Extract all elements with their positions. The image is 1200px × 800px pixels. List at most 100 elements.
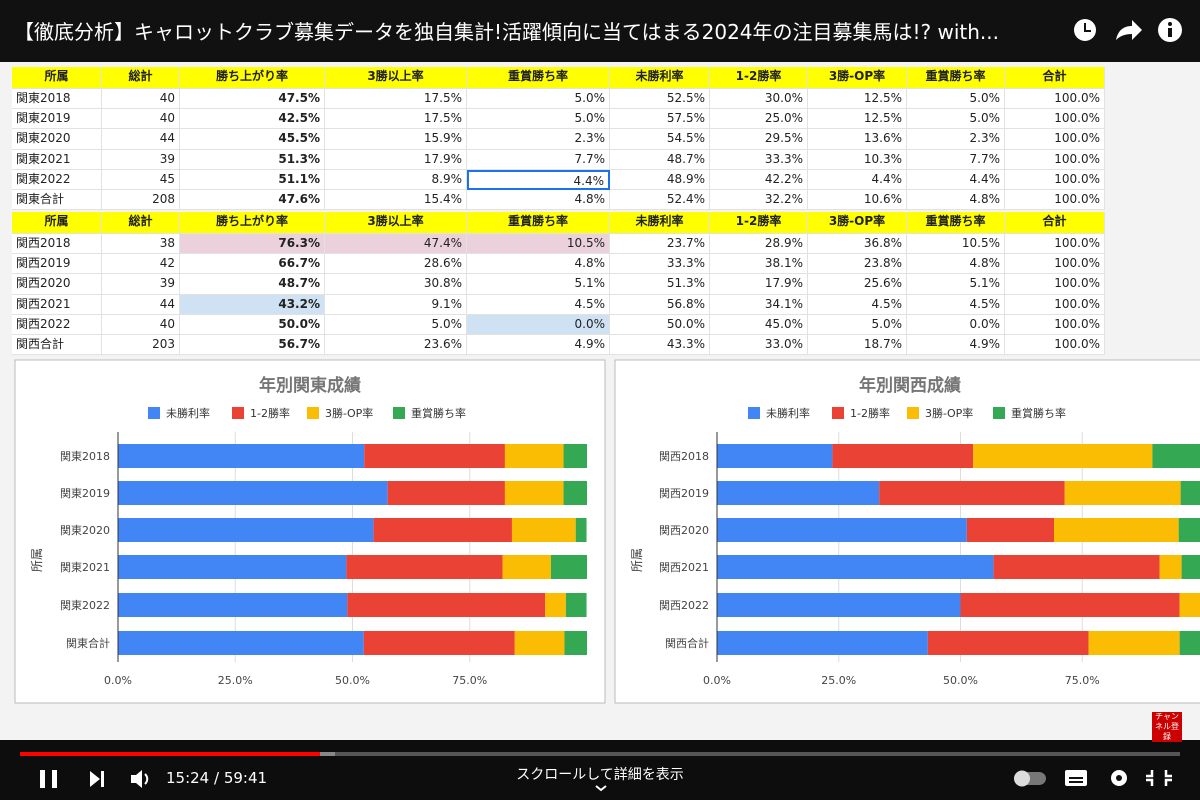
table-cell[interactable]: 4.4% bbox=[808, 169, 907, 190]
table-cell[interactable]: 関東2018 bbox=[12, 89, 102, 110]
table-cell[interactable]: 48.9% bbox=[610, 169, 710, 190]
table-cell[interactable]: 13.6% bbox=[808, 129, 907, 150]
table-cell[interactable]: 10.6% bbox=[808, 190, 907, 211]
table-cell[interactable]: 23.6% bbox=[325, 335, 467, 356]
table-cell[interactable]: 44 bbox=[102, 294, 180, 315]
table-cell[interactable]: 100.0% bbox=[1005, 149, 1105, 170]
table-cell[interactable]: 47.6% bbox=[180, 190, 325, 211]
next-button[interactable] bbox=[90, 771, 104, 787]
table-cell[interactable]: 100.0% bbox=[1005, 335, 1105, 356]
table-cell[interactable]: 15.9% bbox=[325, 129, 467, 150]
table-cell[interactable]: 関東2020 bbox=[12, 129, 102, 150]
table-cell[interactable]: 43.3% bbox=[610, 335, 710, 356]
scroll-hint[interactable]: スクロールして詳細を表示 bbox=[516, 767, 684, 783]
table-cell[interactable]: 4.9% bbox=[907, 335, 1005, 356]
table-cell[interactable]: 100.0% bbox=[1005, 254, 1105, 275]
subtitles-button[interactable] bbox=[1065, 770, 1087, 786]
table-cell[interactable]: 25.6% bbox=[808, 274, 907, 295]
table-cell[interactable]: 45.5% bbox=[180, 129, 325, 150]
table-cell[interactable]: 12.5% bbox=[808, 89, 907, 110]
table-cell[interactable]: 100.0% bbox=[1005, 109, 1105, 130]
header-cell[interactable]: 未勝利率 bbox=[610, 67, 710, 89]
table-cell[interactable]: 66.7% bbox=[180, 254, 325, 275]
subscribe-badge[interactable]: チャンネル登録 bbox=[1152, 712, 1182, 742]
table-cell[interactable]: 76.3% bbox=[180, 234, 325, 255]
table-cell[interactable]: 4.8% bbox=[467, 254, 610, 275]
table-cell[interactable]: 45.0% bbox=[710, 314, 808, 335]
table-cell[interactable]: 47.4% bbox=[325, 234, 467, 255]
info-icon[interactable] bbox=[1158, 18, 1182, 42]
table-cell[interactable]: 36.8% bbox=[808, 234, 907, 255]
table-cell[interactable]: 4.8% bbox=[467, 190, 610, 211]
table-cell[interactable]: 51.3% bbox=[610, 274, 710, 295]
table-cell[interactable]: 48.7% bbox=[610, 149, 710, 170]
table-cell[interactable]: 7.7% bbox=[907, 149, 1005, 170]
header-cell[interactable]: 合計 bbox=[1005, 67, 1105, 89]
table-cell[interactable]: 38.1% bbox=[710, 254, 808, 275]
table-cell[interactable]: 52.5% bbox=[610, 89, 710, 110]
table-cell[interactable]: 33.3% bbox=[710, 149, 808, 170]
header-cell[interactable]: 3勝-OP率 bbox=[808, 212, 907, 234]
table-cell[interactable]: 44 bbox=[102, 129, 180, 150]
table-cell[interactable]: 2.3% bbox=[907, 129, 1005, 150]
table-cell[interactable]: 4.5% bbox=[467, 294, 610, 315]
table-cell[interactable]: 4.9% bbox=[467, 335, 610, 356]
table-cell[interactable]: 45 bbox=[102, 169, 180, 190]
table-cell[interactable]: 8.9% bbox=[325, 169, 467, 190]
table-cell[interactable]: 40 bbox=[102, 89, 180, 110]
table-cell[interactable]: 42 bbox=[102, 254, 180, 275]
table-cell[interactable]: 33.0% bbox=[710, 335, 808, 356]
table-cell[interactable]: 2.3% bbox=[467, 129, 610, 150]
table-cell[interactable]: 25.0% bbox=[710, 109, 808, 130]
table-cell[interactable]: 4.4% bbox=[907, 169, 1005, 190]
table-cell[interactable]: 40 bbox=[102, 314, 180, 335]
table-cell[interactable]: 4.4% bbox=[467, 169, 610, 190]
table-cell[interactable]: 33.3% bbox=[610, 254, 710, 275]
table-cell[interactable]: 100.0% bbox=[1005, 190, 1105, 211]
table-cell[interactable]: 9.1% bbox=[325, 294, 467, 315]
table-cell[interactable]: 関西2022 bbox=[12, 314, 102, 335]
table-cell[interactable]: 56.8% bbox=[610, 294, 710, 315]
table-cell[interactable]: 17.5% bbox=[325, 89, 467, 110]
table-cell[interactable]: 5.0% bbox=[325, 314, 467, 335]
table-cell[interactable]: 17.9% bbox=[325, 149, 467, 170]
table-cell[interactable]: 48.7% bbox=[180, 274, 325, 295]
table-cell[interactable]: 51.1% bbox=[180, 169, 325, 190]
table-cell[interactable]: 57.5% bbox=[610, 109, 710, 130]
table-cell[interactable]: 7.7% bbox=[467, 149, 610, 170]
table-cell[interactable]: 100.0% bbox=[1005, 274, 1105, 295]
table-cell[interactable]: 100.0% bbox=[1005, 294, 1105, 315]
header-cell[interactable]: 1-2勝率 bbox=[710, 212, 808, 234]
table-cell[interactable]: 100.0% bbox=[1005, 169, 1105, 190]
table-cell[interactable]: 0.0% bbox=[907, 314, 1005, 335]
table-cell[interactable]: 30.8% bbox=[325, 274, 467, 295]
table-cell[interactable]: 関西2021 bbox=[12, 294, 102, 315]
table-cell[interactable]: 5.0% bbox=[808, 314, 907, 335]
table-cell[interactable]: 208 bbox=[102, 190, 180, 211]
table-cell[interactable]: 10.5% bbox=[907, 234, 1005, 255]
table-cell[interactable]: 42.5% bbox=[180, 109, 325, 130]
table-cell[interactable]: 5.1% bbox=[467, 274, 610, 295]
header-cell[interactable]: 1-2勝率 bbox=[710, 67, 808, 89]
table-cell[interactable]: 関東2022 bbox=[12, 169, 102, 190]
table-cell[interactable]: 28.9% bbox=[710, 234, 808, 255]
header-cell[interactable]: 未勝利率 bbox=[610, 212, 710, 234]
table-cell[interactable]: 51.3% bbox=[180, 149, 325, 170]
table-cell[interactable]: 関西合計 bbox=[12, 335, 102, 356]
volume-button[interactable] bbox=[131, 770, 149, 788]
header-cell[interactable]: 勝ち上がり率 bbox=[180, 212, 325, 234]
header-cell[interactable]: 所属 bbox=[12, 67, 102, 89]
autoplay-toggle[interactable] bbox=[1014, 770, 1046, 787]
table-cell[interactable]: 12.5% bbox=[808, 109, 907, 130]
table-cell[interactable]: 43.2% bbox=[180, 294, 325, 315]
table-cell[interactable]: 18.7% bbox=[808, 335, 907, 356]
table-cell[interactable]: 100.0% bbox=[1005, 234, 1105, 255]
table-cell[interactable]: 4.8% bbox=[907, 254, 1005, 275]
table-cell[interactable]: 関東2021 bbox=[12, 149, 102, 170]
table-cell[interactable]: 32.2% bbox=[710, 190, 808, 211]
header-cell[interactable]: 総計 bbox=[102, 212, 180, 234]
header-cell[interactable]: 勝ち上がり率 bbox=[180, 67, 325, 89]
table-cell[interactable]: 関東合計 bbox=[12, 190, 102, 211]
share-icon[interactable] bbox=[1116, 20, 1142, 40]
header-cell[interactable]: 重賞勝ち率 bbox=[467, 67, 610, 89]
